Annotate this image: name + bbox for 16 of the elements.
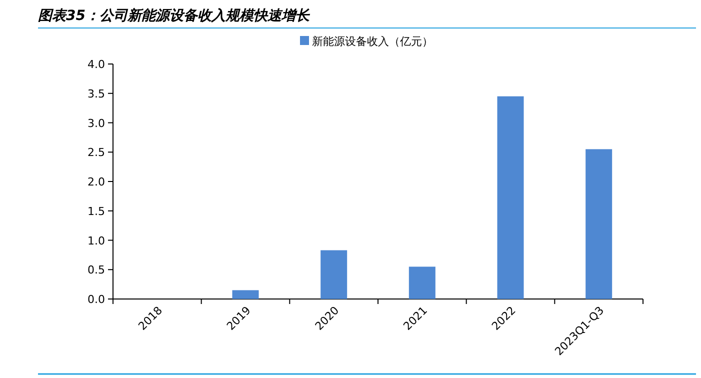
bar [408,266,436,299]
y-tick-label: 3.0 [88,116,105,130]
bar [586,149,612,299]
bar [497,96,524,299]
legend-label: 新能源设备收入（亿元） [312,35,433,48]
y-tick-label: 3.5 [88,87,105,100]
chart-title: 图表35：公司新能源设备收入规模快速增长 [38,7,310,24]
bar [232,290,259,299]
y-tick-label: 1.0 [88,234,105,248]
y-tick-label: 0.0 [88,293,105,306]
y-tick-label: 0.5 [88,264,105,277]
bar [320,250,348,299]
y-tick-label: 4.0 [88,58,105,71]
y-tick-label: 2.5 [88,146,105,160]
y-tick-label: 1.5 [88,204,105,218]
y-tick-label: 2.0 [88,176,105,188]
